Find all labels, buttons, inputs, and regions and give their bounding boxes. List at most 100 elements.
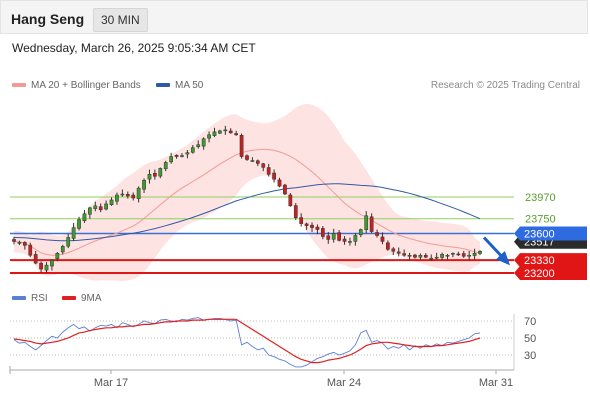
candle-body <box>180 155 184 157</box>
candle-body <box>391 248 396 252</box>
candle-body <box>342 238 347 242</box>
candle-body <box>315 226 320 230</box>
legend-item-rsi: RSI <box>12 293 48 304</box>
candle-body <box>93 205 98 209</box>
candle-body <box>153 172 157 177</box>
candle-body <box>104 203 108 210</box>
forecast-arrow-head <box>496 250 511 266</box>
candle-body <box>77 219 81 229</box>
candle-body <box>445 254 450 257</box>
rsi-series-rsi <box>13 317 481 368</box>
candle-body <box>293 205 298 218</box>
candle-body <box>467 254 472 257</box>
legend-label-ma50: MA 50 <box>175 80 204 91</box>
timeframe-badge[interactable]: 30 MIN <box>93 8 148 32</box>
candle-body <box>212 131 217 136</box>
candle-body <box>413 254 417 258</box>
level-tag-23200: 23200 <box>514 266 587 280</box>
candle-body <box>131 194 136 199</box>
candle-body <box>60 246 65 253</box>
candle-body <box>277 179 282 187</box>
rsi-panel: 70 50 30 <box>10 316 536 368</box>
candle-body <box>478 251 482 254</box>
candle-body <box>185 152 190 155</box>
candle-body <box>174 154 179 157</box>
candle-body <box>142 179 146 190</box>
candle-body <box>71 227 76 239</box>
bollinger-band-layer <box>14 103 480 281</box>
level-tag-23200-text: 23200 <box>524 268 555 280</box>
level-tag-23600-text: 23600 <box>524 229 555 241</box>
candle-body <box>451 253 455 255</box>
candle-body <box>375 232 379 236</box>
candle-body <box>418 254 423 258</box>
candle-body <box>331 233 336 240</box>
time-axis: Mar 17 Mar 24 Mar 31 <box>9 314 515 389</box>
candle-body <box>33 254 38 264</box>
legend-item-ma20-bollinger: MA 20 + Bollinger Bands <box>12 80 141 91</box>
candle-body <box>326 235 331 240</box>
candle-body <box>22 242 27 246</box>
candle-body <box>364 215 369 230</box>
candle-body <box>386 242 390 250</box>
candle-body <box>98 206 103 211</box>
candle-body <box>223 129 228 132</box>
rsi-tick-label-50: 50 <box>524 333 536 345</box>
forecast-arrow-layer <box>482 236 511 266</box>
legend-swatch-ma50 <box>156 83 170 88</box>
chart-datetime: Wednesday, March 26, 2025 9:05:34 AM CET <box>12 41 256 55</box>
candle-body <box>272 172 276 180</box>
candle-body <box>456 253 461 256</box>
candle-body <box>288 194 293 207</box>
rsi-tick-label-70: 70 <box>524 316 536 328</box>
candle-body <box>337 232 341 241</box>
candle-body <box>250 160 255 162</box>
candle-body <box>28 244 33 256</box>
candle-body <box>201 138 206 147</box>
candle-body <box>304 223 309 226</box>
candle-body <box>190 147 195 153</box>
candle-body <box>261 163 266 168</box>
rsi-series-9ma <box>13 318 481 364</box>
level-tag-23600: 23600 <box>514 226 587 241</box>
level-tag-23600-bg <box>514 226 587 241</box>
candle-body <box>50 259 54 267</box>
level-tag-23330-text: 23330 <box>524 255 555 267</box>
legend-swatch-rsi <box>12 296 26 301</box>
candle-body <box>136 187 141 199</box>
candle-body <box>321 228 325 237</box>
candle-body <box>369 216 374 232</box>
level-tag-23330: 23330 <box>514 253 587 268</box>
candle-body <box>88 207 92 215</box>
candle-body <box>353 235 358 242</box>
rsi-tick-label-30: 30 <box>524 350 536 362</box>
legend-swatch-ma20 <box>12 83 26 88</box>
candle-body <box>82 213 87 221</box>
level-label-23970: 23970 <box>525 192 556 204</box>
candle-body <box>12 239 16 242</box>
moving-average-layer <box>13 148 481 256</box>
candle-body <box>169 156 173 163</box>
candle-body <box>218 130 222 134</box>
candle-body <box>17 242 22 244</box>
candle-body <box>407 254 412 257</box>
candle-body <box>358 229 363 236</box>
level-tag-23200-bg <box>514 266 587 280</box>
x-tick-label: Mar 24 <box>327 377 361 389</box>
candle-body <box>39 262 43 270</box>
bollinger-band-area <box>14 103 480 281</box>
chart-header: Hang Seng 30 MIN <box>0 0 588 34</box>
level-tag-23330-bg <box>514 253 587 268</box>
candle-body <box>147 174 152 180</box>
candle-body <box>461 253 466 257</box>
candle-body <box>396 251 401 254</box>
ma20-line <box>13 148 481 256</box>
candle-body <box>163 162 168 170</box>
legend-swatch-9ma <box>62 296 76 301</box>
candle-body <box>434 256 439 259</box>
candle-body <box>402 253 406 256</box>
candle-body <box>472 253 477 256</box>
instrument-title: Hang Seng <box>11 11 85 27</box>
legend-label-rsi: RSI <box>31 293 48 304</box>
